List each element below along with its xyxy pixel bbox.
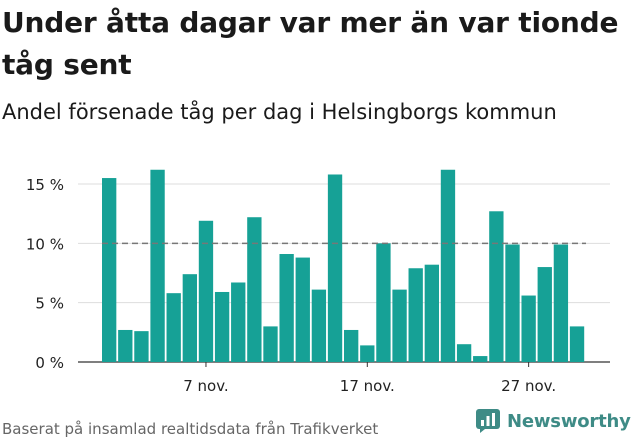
- x-tick-label: 7 nov.: [183, 377, 228, 395]
- bar: [118, 329, 133, 362]
- bar: [440, 169, 456, 362]
- y-tick-label: 0 %: [35, 354, 64, 372]
- bar: [166, 293, 181, 362]
- bar: [295, 257, 310, 362]
- bar: [150, 169, 165, 362]
- bar: [247, 217, 262, 362]
- y-tick-label: 5 %: [35, 295, 64, 313]
- chart-subtitle: Andel försenade tåg per dag i Helsingbor…: [2, 100, 557, 124]
- source-note: Baserat på insamlad realtidsdata från Tr…: [2, 420, 379, 438]
- y-axis-ticks: 0 % 5 % 10 % 15 %: [26, 176, 64, 372]
- bar: [521, 295, 536, 362]
- brand-logo: Newsworthy: [476, 407, 631, 435]
- y-tick-label: 15 %: [26, 176, 64, 194]
- bar: [360, 345, 375, 362]
- bar: [569, 326, 585, 362]
- bar-chart: 0 % 5 % 10 % 15 % 7 nov. 17 nov. 27 nov.: [26, 169, 610, 395]
- bar: [424, 264, 439, 362]
- bar: [408, 268, 423, 362]
- bars: [102, 169, 585, 362]
- x-axis-ticks: 7 nov. 17 nov. 27 nov.: [183, 362, 556, 395]
- bar: [279, 254, 294, 362]
- bar: [231, 282, 246, 362]
- chart-title: Under åtta dagar var mer än var tionde t…: [2, 6, 619, 81]
- bar: [182, 274, 197, 362]
- bar: [134, 331, 149, 362]
- bar: [537, 267, 552, 362]
- bar: [214, 291, 230, 362]
- bar: [311, 289, 327, 362]
- bar: [263, 326, 278, 362]
- newsworthy-logo-icon: [476, 409, 500, 433]
- bar: [473, 356, 488, 362]
- bar: [456, 344, 472, 362]
- bar: [553, 244, 569, 362]
- x-tick-label: 17 nov.: [340, 377, 395, 395]
- bar: [327, 174, 343, 362]
- brand-name: Newsworthy: [507, 410, 631, 432]
- x-tick-label: 27 nov.: [501, 377, 556, 395]
- bar: [505, 244, 520, 362]
- bar: [344, 329, 359, 362]
- bar: [102, 178, 117, 362]
- bar: [376, 243, 391, 362]
- bar: [489, 211, 504, 362]
- bar: [198, 220, 214, 362]
- bar: [392, 289, 407, 362]
- y-tick-label: 10 %: [26, 235, 64, 253]
